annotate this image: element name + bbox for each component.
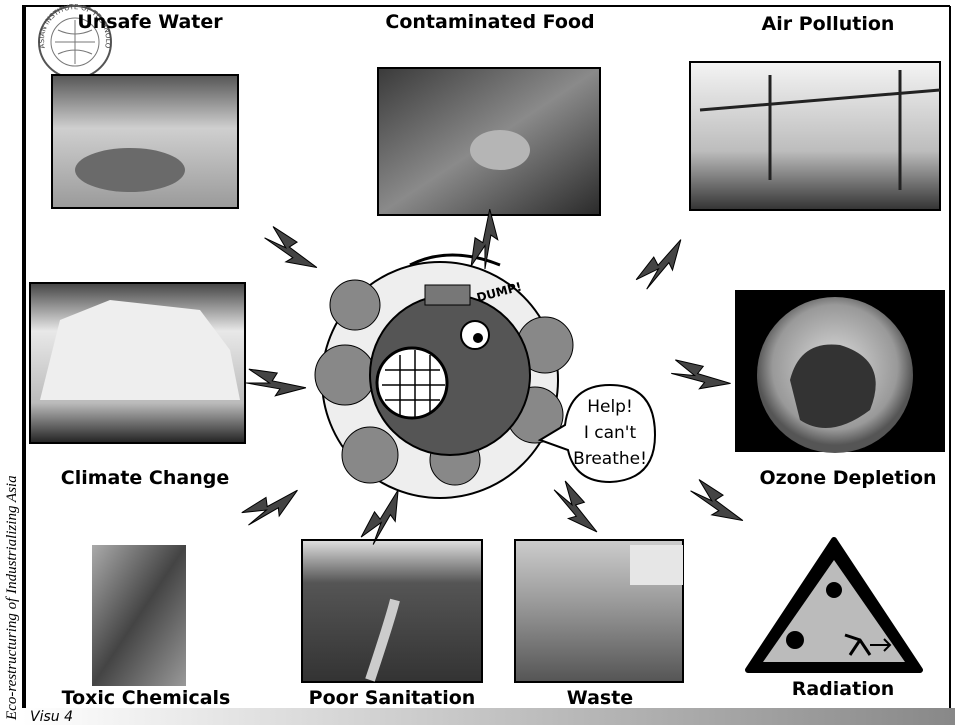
photo-detail	[630, 545, 683, 585]
topic-label: Toxic Chemicals	[62, 687, 231, 709]
speech-line: Breathe!	[573, 449, 647, 469]
photo-air-pollution	[689, 61, 941, 211]
speech-line: Help!	[587, 397, 633, 417]
slide-number: Visu 4	[30, 709, 73, 725]
lightning-bolt	[553, 480, 598, 533]
photo-detail	[40, 300, 240, 400]
lightning-bolt	[264, 226, 318, 269]
topic-label: Ozone Depletion	[759, 467, 936, 489]
lightning-bolt	[245, 368, 307, 397]
topic-label: Waste	[567, 687, 633, 709]
radiation-sign	[745, 537, 923, 673]
speech-bubble: Help! I can't Breathe!	[537, 383, 657, 484]
bolts	[241, 208, 744, 545]
lightning-bolt	[470, 208, 499, 270]
photo-detail	[699, 70, 941, 190]
topic-label: Contaminated Food	[385, 11, 594, 33]
lightning-bolt	[360, 489, 399, 545]
topic-label: Unsafe Water	[77, 11, 223, 33]
frame-left	[22, 6, 26, 710]
photo-toxic-chemicals	[92, 545, 186, 686]
bottom-bar	[22, 708, 955, 725]
cartoon-earth: DUMP!	[314, 253, 574, 499]
lightning-bolt	[690, 479, 744, 522]
photo-detail	[790, 344, 876, 428]
topic-label: Radiation	[792, 678, 895, 700]
photo-detail	[365, 598, 400, 682]
sidebar-text: Eco-restructuring of Industrializing Asi…	[4, 475, 20, 721]
photo-detail	[75, 148, 185, 192]
speech-line: I can't	[584, 423, 637, 443]
photo-detail	[470, 130, 530, 170]
topic-label: Climate Change	[61, 467, 229, 489]
topic-label: Air Pollution	[762, 13, 895, 35]
lightning-bolt	[671, 359, 731, 390]
topic-label: Poor Sanitation	[309, 687, 476, 709]
lightning-bolt	[635, 239, 682, 290]
lightning-bolt	[241, 489, 298, 526]
